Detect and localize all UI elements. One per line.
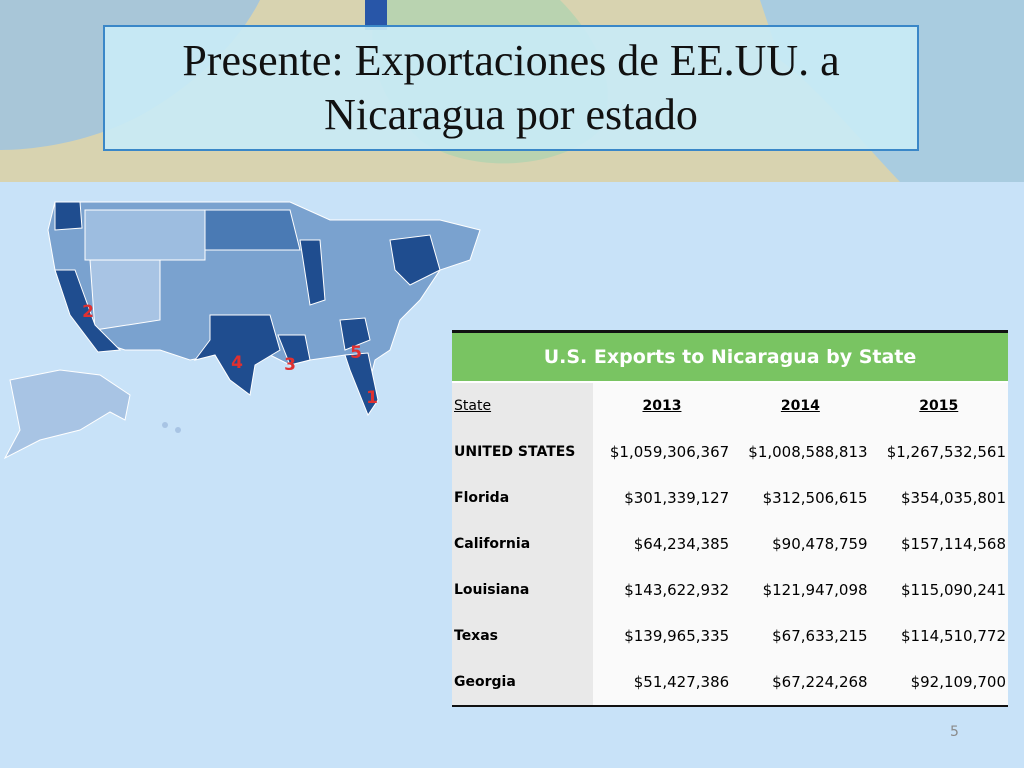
table-cell: $143,622,932 <box>592 567 732 613</box>
table-cell: $114,510,772 <box>869 613 1008 659</box>
title-box: Presente: Exportaciones de EE.UU. a Nica… <box>103 25 919 151</box>
table-row: State 2013 2014 2015 <box>452 383 1008 429</box>
table-cell: Louisiana <box>452 567 593 613</box>
table-cell: UNITED STATES <box>452 429 593 475</box>
table-cell: $1,059,306,367 <box>592 429 732 475</box>
table-cell: $51,427,386 <box>592 659 732 707</box>
table-cell: 2015 <box>869 383 1008 429</box>
table-row: Texas $139,965,335 $67,633,215 $114,510,772 <box>452 613 1008 659</box>
table-row: Louisiana $143,622,932 $121,947,098 $115,09… <box>452 567 1008 613</box>
table-cell: 2013 <box>592 383 732 429</box>
table-cell: $1,267,532,561 <box>869 429 1008 475</box>
table-cell: Texas <box>452 613 593 659</box>
table-cell: $354,035,801 <box>869 475 1008 521</box>
table-cell: $64,234,385 <box>592 521 732 567</box>
table-cell: $1,008,588,813 <box>731 429 870 475</box>
page-number: 5 <box>950 724 959 740</box>
table-cell: $92,109,700 <box>869 659 1008 707</box>
slide-title: Presente: Exportaciones de EE.UU. a Nica… <box>182 36 840 139</box>
table-cell: Florida <box>452 475 593 521</box>
table-row: UNITED STATES $1,059,306,367 $1,008,588,81… <box>452 429 1008 475</box>
table-cell: $301,339,127 <box>592 475 732 521</box>
table-cell: $312,506,615 <box>731 475 870 521</box>
table-cell: California <box>452 521 593 567</box>
table-row: Florida $301,339,127 $312,506,615 $354,035,… <box>452 475 1008 521</box>
table-row: Georgia $51,427,386 $67,224,268 $92,109,700 <box>452 659 1008 707</box>
us-map: 1 2 3 4 5 <box>3 201 481 460</box>
table-cell: $157,114,568 <box>869 521 1008 567</box>
table-row: California $64,234,385 $90,478,759 $157,114… <box>452 521 1008 567</box>
rank-label: 2 <box>82 302 94 322</box>
rank-label: 3 <box>284 355 296 375</box>
table-cell: $115,090,241 <box>869 567 1008 613</box>
table-cell: $67,633,215 <box>731 613 870 659</box>
rank-label: 5 <box>350 343 362 363</box>
exports-table: U.S. Exports to Nicaragua by State State… <box>452 330 1008 707</box>
table-cell: $121,947,098 <box>731 567 870 613</box>
table-cell: 2014 <box>731 383 870 429</box>
table-cell: $67,224,268 <box>731 659 870 707</box>
table-cell: $90,478,759 <box>731 521 870 567</box>
table-cell: State <box>452 383 593 429</box>
rank-label: 4 <box>231 353 243 373</box>
table-caption: U.S. Exports to Nicaragua by State <box>452 330 1008 383</box>
rank-label: 1 <box>366 388 378 408</box>
table-cell: $139,965,335 <box>592 613 732 659</box>
table-cell: Georgia <box>452 659 593 707</box>
